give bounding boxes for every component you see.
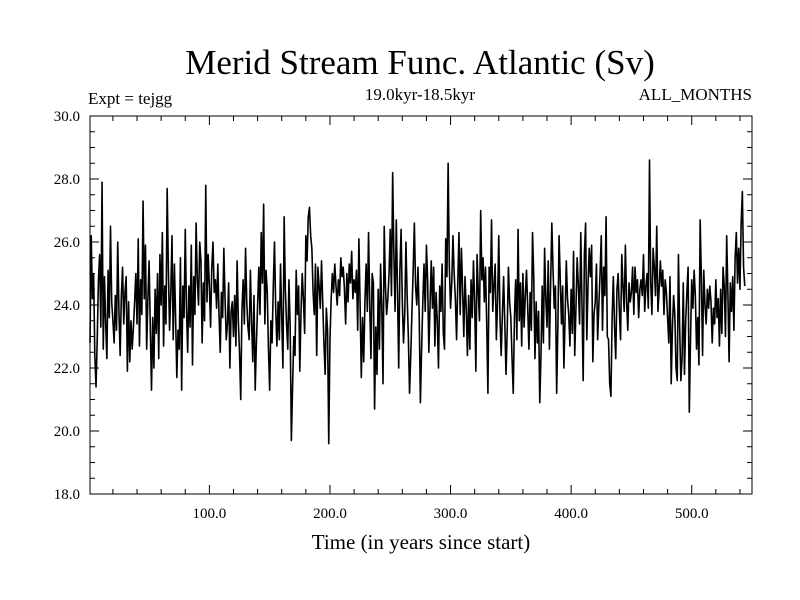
x-axis-label: Time (in years since start) (312, 530, 531, 554)
series-line (89, 159, 746, 445)
experiment-label: Expt = tejgg (88, 89, 173, 108)
chart-subtitle: 19.0kyr-18.5kyr (365, 85, 475, 104)
chart-title: Merid Stream Func. Atlantic (Sv) (185, 43, 655, 82)
y-tick-label: 24.0 (54, 298, 80, 314)
x-tick-label: 200.0 (313, 506, 347, 522)
y-tick-label: 28.0 (54, 172, 80, 188)
y-tick-label: 30.0 (54, 109, 80, 125)
x-tick-label: 300.0 (434, 506, 468, 522)
x-tick-labels: 100.0 200.0 300.0 400.0 500.0 (193, 506, 709, 522)
y-tick-label: 20.0 (54, 424, 80, 440)
x-tick-label: 400.0 (554, 506, 588, 522)
y-tick-labels: 18.0 20.0 22.0 24.0 26.0 28.0 30.0 (54, 109, 80, 503)
y-tick-label: 18.0 (54, 487, 80, 503)
x-tick-label: 100.0 (193, 506, 227, 522)
y-tick-label: 22.0 (54, 361, 80, 377)
months-label: ALL_MONTHS (639, 85, 752, 104)
plot-area: 100.0 200.0 300.0 400.0 500.0 18.0 20.0 22.0 24… (54, 109, 753, 522)
y-tick-label: 26.0 (54, 235, 80, 251)
x-tick-label: 500.0 (675, 506, 709, 522)
